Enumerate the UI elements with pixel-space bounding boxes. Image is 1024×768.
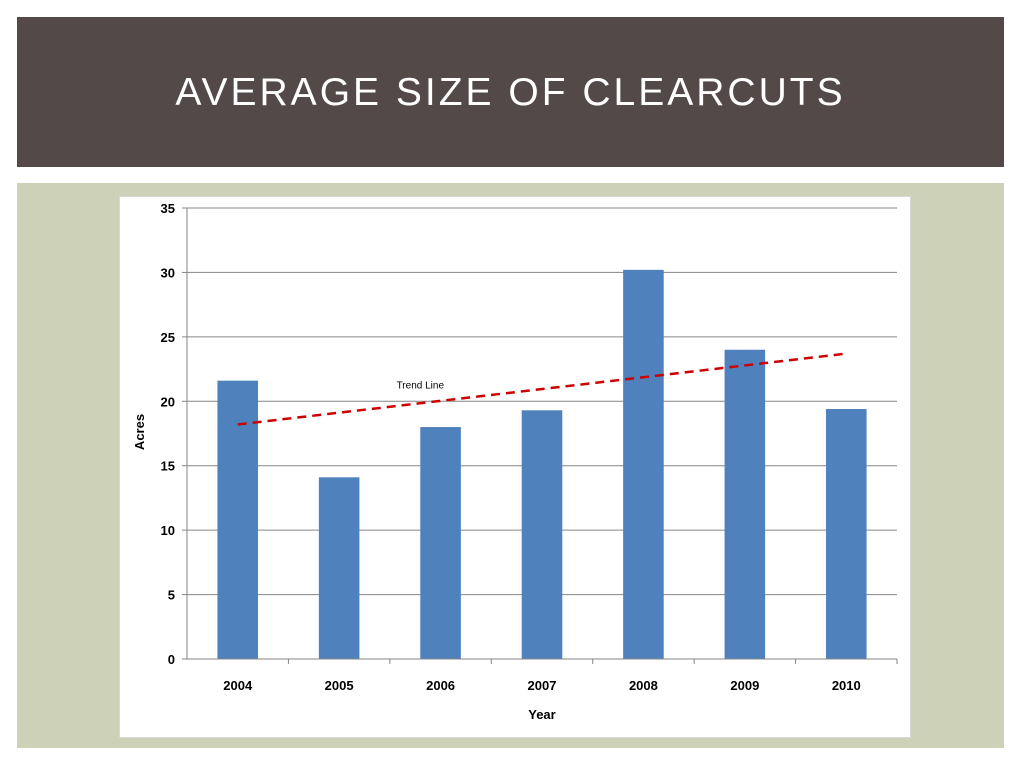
x-tick-label: 2008 — [629, 678, 658, 693]
y-tick-label: 20 — [161, 394, 175, 409]
x-tick-label: 2004 — [223, 678, 253, 693]
trend-line-label: Trend Line — [397, 380, 445, 391]
x-tick-label: 2010 — [832, 678, 861, 693]
bar-2008 — [623, 269, 664, 659]
trend-line — [237, 352, 847, 426]
x-tick-label: 2007 — [528, 678, 557, 693]
axes: 0 5 10 15 20 25 30 35 2004 2005 2006 2007 2008 2009 20… — [161, 201, 898, 693]
x-tick-label: 2006 — [426, 678, 455, 693]
bars — [217, 269, 867, 659]
y-tick-label: 5 — [168, 588, 175, 603]
bar-2006 — [420, 427, 461, 659]
slide-title: AVERAGE SIZE OF CLEARCUTS — [175, 71, 846, 114]
y-tick-label: 35 — [161, 201, 175, 216]
chart-card: 0 5 10 15 20 25 30 35 2004 2005 2006 2007 2008 2009 20… — [119, 196, 911, 738]
y-tick-label: 15 — [161, 459, 175, 474]
x-tick-label: 2009 — [730, 678, 759, 693]
x-tick-label: 2005 — [325, 678, 354, 693]
title-bar: AVERAGE SIZE OF CLEARCUTS — [17, 17, 1004, 167]
x-axis-title: Year — [528, 707, 555, 722]
bar-2009 — [724, 349, 766, 659]
y-axis-title: Acres — [132, 414, 147, 450]
bar-2005 — [318, 477, 360, 659]
bar-2004 — [217, 380, 258, 659]
bar-2010 — [826, 409, 867, 659]
y-tick-label: 30 — [161, 265, 175, 280]
bar-chart: 0 5 10 15 20 25 30 35 2004 2005 2006 2007 2008 2009 20… — [132, 201, 898, 722]
trend-line-group: Trend Line — [237, 352, 847, 426]
y-tick-label: 25 — [161, 330, 175, 345]
y-tick-label: 10 — [161, 523, 175, 538]
y-tick-label: 0 — [168, 652, 175, 667]
bar-2007 — [521, 410, 563, 659]
